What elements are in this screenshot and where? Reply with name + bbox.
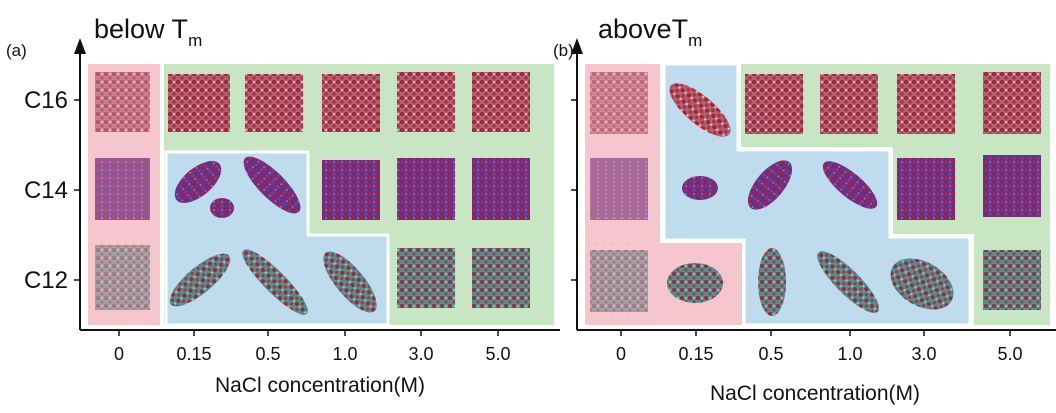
figure: (a) below Tm (b) aboveTm NaCl concentrat…	[0, 0, 1056, 413]
y-tick-label: C16	[24, 87, 68, 114]
arrow	[74, 38, 86, 54]
x-tick-label: 0.15	[678, 344, 713, 364]
panel-label: (b)	[553, 41, 574, 60]
panel-label: (a)	[6, 41, 27, 60]
x-tick-label: 5.0	[997, 344, 1022, 364]
x-tick-label: 3.0	[911, 344, 936, 364]
x-tick-label: 0.15	[176, 344, 211, 364]
x-tick-label: 1.0	[837, 344, 862, 364]
title: below T	[94, 14, 188, 44]
x-axis-label: NaCl concentration(M)	[710, 382, 920, 405]
y-tick-label: C14	[24, 177, 68, 204]
title-sub: m	[688, 31, 702, 50]
y-tick-label: C12	[24, 267, 68, 294]
x-tick-label: 5.0	[485, 344, 510, 364]
x-tick-label: 0	[616, 344, 626, 364]
x-axis-label: NaCl concentration(M)	[215, 374, 425, 397]
x-tick-label: 0.5	[255, 344, 280, 364]
title-sub: m	[188, 31, 202, 50]
x-tick-label: 1.0	[332, 344, 357, 364]
panel-title: below Tm	[94, 14, 202, 50]
x-tick-label: 0	[114, 344, 124, 364]
title: aboveT	[598, 14, 688, 44]
x-tick-label: 0.5	[758, 344, 783, 364]
panel-title: aboveTm	[598, 14, 702, 50]
x-tick-label: 3.0	[408, 344, 433, 364]
